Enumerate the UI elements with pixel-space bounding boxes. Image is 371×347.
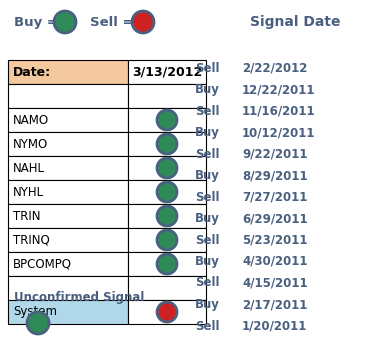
Bar <box>8 300 128 324</box>
Circle shape <box>54 11 76 33</box>
Text: 10/12/2011: 10/12/2011 <box>242 126 315 139</box>
Text: System: System <box>13 305 57 319</box>
Text: NAHL: NAHL <box>13 161 45 175</box>
Bar <box>128 204 206 228</box>
Bar <box>8 180 128 204</box>
Bar <box>8 84 128 108</box>
Text: Sell =: Sell = <box>90 16 138 28</box>
Circle shape <box>157 110 177 130</box>
Bar <box>8 132 128 156</box>
Text: TRINQ: TRINQ <box>13 234 50 246</box>
Text: Sell: Sell <box>195 104 220 118</box>
Text: Buy: Buy <box>195 255 220 268</box>
Text: Buy =: Buy = <box>14 16 62 28</box>
Text: Buy: Buy <box>195 212 220 225</box>
Text: 4/30/2011: 4/30/2011 <box>242 255 308 268</box>
Circle shape <box>157 158 177 178</box>
Bar <box>128 228 206 252</box>
Text: Sell: Sell <box>195 320 220 332</box>
Text: NYHL: NYHL <box>13 186 44 198</box>
Bar <box>128 132 206 156</box>
Text: TRIN: TRIN <box>13 210 40 222</box>
Bar <box>8 60 128 84</box>
Text: 5/23/2011: 5/23/2011 <box>242 234 308 246</box>
Text: Unconfirmed Signal: Unconfirmed Signal <box>14 291 144 305</box>
Bar <box>128 276 206 300</box>
Circle shape <box>157 230 177 250</box>
Text: 1/20/2011: 1/20/2011 <box>242 320 308 332</box>
Bar <box>128 156 206 180</box>
Circle shape <box>157 206 177 226</box>
Text: BPCOMPQ: BPCOMPQ <box>13 257 72 271</box>
Circle shape <box>157 134 177 154</box>
Bar <box>8 276 128 300</box>
Text: 6/29/2011: 6/29/2011 <box>242 212 308 225</box>
Bar <box>8 252 128 276</box>
Text: Sell: Sell <box>195 234 220 246</box>
Circle shape <box>157 182 177 202</box>
Text: Sell: Sell <box>195 61 220 75</box>
Bar <box>8 156 128 180</box>
Text: 11/16/2011: 11/16/2011 <box>242 104 316 118</box>
Bar <box>128 84 206 108</box>
Text: 7/27/2011: 7/27/2011 <box>242 191 308 203</box>
Bar <box>8 228 128 252</box>
Bar <box>128 60 206 84</box>
Bar <box>128 180 206 204</box>
Circle shape <box>157 254 177 274</box>
Text: Sell: Sell <box>195 191 220 203</box>
Text: 3/13/2012: 3/13/2012 <box>132 66 202 78</box>
Text: 2/22/2012: 2/22/2012 <box>242 61 308 75</box>
Circle shape <box>27 312 49 334</box>
Text: 2/17/2011: 2/17/2011 <box>242 298 308 311</box>
Text: Buy: Buy <box>195 83 220 96</box>
Text: 8/29/2011: 8/29/2011 <box>242 169 308 182</box>
Text: 9/22/2011: 9/22/2011 <box>242 147 308 161</box>
Text: Buy: Buy <box>195 169 220 182</box>
Bar <box>128 252 206 276</box>
Text: Buy: Buy <box>195 298 220 311</box>
Text: Sell: Sell <box>195 147 220 161</box>
Bar <box>128 300 206 324</box>
Text: NYMO: NYMO <box>13 137 48 151</box>
Bar <box>8 108 128 132</box>
Text: Date:: Date: <box>13 66 51 78</box>
Text: Sell: Sell <box>195 277 220 289</box>
Text: 12/22/2011: 12/22/2011 <box>242 83 315 96</box>
Circle shape <box>157 302 177 322</box>
Bar <box>8 204 128 228</box>
Text: Buy: Buy <box>195 126 220 139</box>
Bar <box>128 108 206 132</box>
Text: 4/15/2011: 4/15/2011 <box>242 277 308 289</box>
Circle shape <box>132 11 154 33</box>
Text: Signal Date: Signal Date <box>250 15 340 29</box>
Text: NAMO: NAMO <box>13 113 49 127</box>
